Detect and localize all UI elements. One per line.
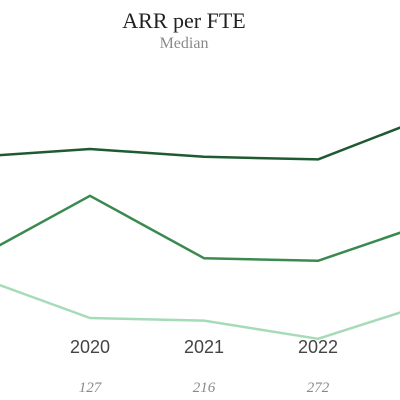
- chart-title: ARR per FTE: [122, 8, 246, 33]
- sample-count-label: 272: [307, 380, 330, 396]
- sample-count-label: 127: [79, 380, 103, 396]
- x-axis-tick-labels: 19202020212022: [70, 337, 338, 357]
- series-line-3: [0, 283, 400, 341]
- series-line-2: [0, 194, 400, 263]
- series-line-1: [0, 126, 400, 161]
- sample-count-label: 216: [193, 380, 216, 396]
- x-tick-label: 2022: [298, 337, 338, 357]
- chart-subtitle: Median: [159, 35, 209, 52]
- sample-count-labels: 127 216 272: [79, 380, 330, 396]
- x-tick-label: 2021: [184, 337, 224, 357]
- series-lines: [0, 126, 400, 341]
- x-tick-label: 2020: [70, 337, 110, 357]
